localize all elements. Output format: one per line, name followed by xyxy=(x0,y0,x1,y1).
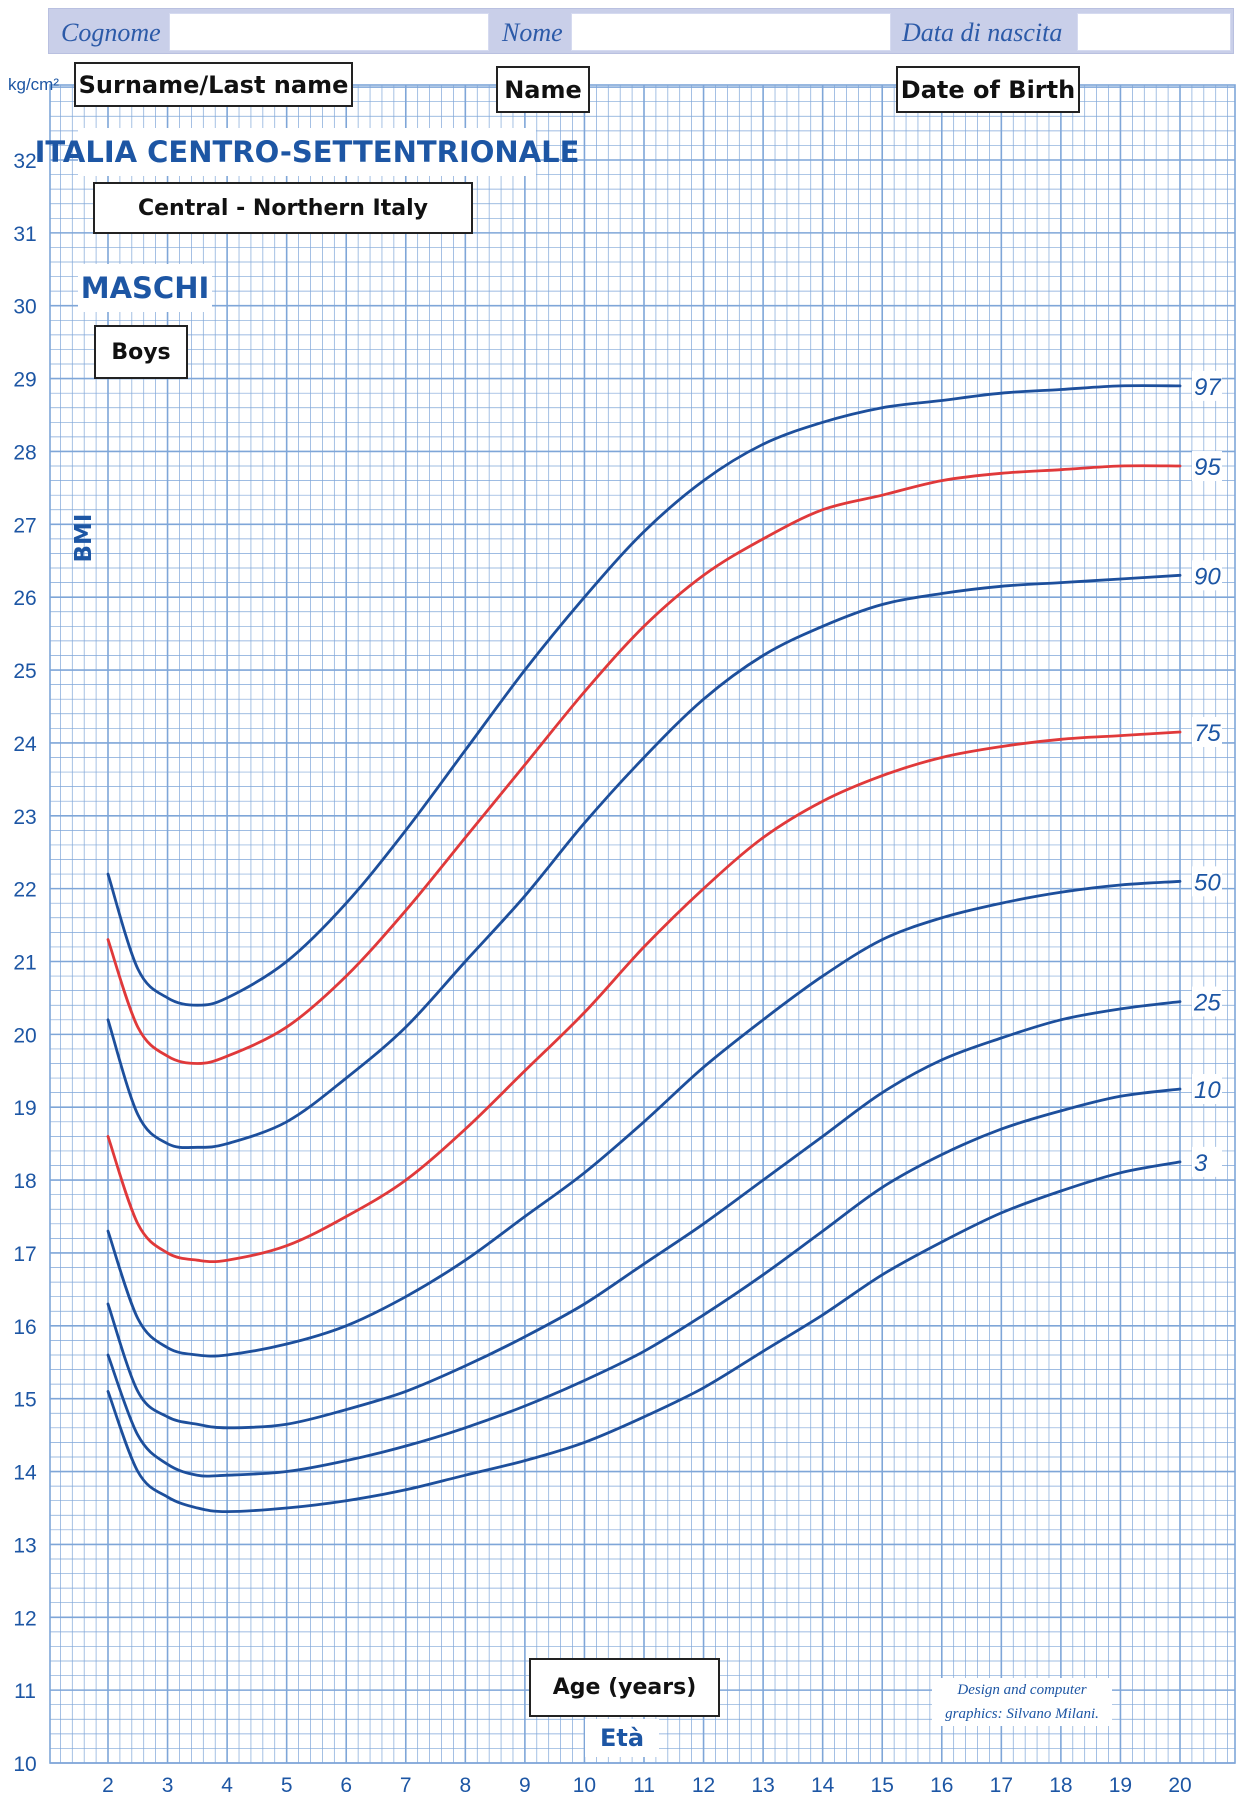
percentile-label-bg xyxy=(1192,451,1222,482)
y-tick-labels: 10 11 12 13 14 15 16 17 18 19 20 21 22 23 24 25 26 27 28 29… xyxy=(13,150,37,1776)
x-tick-label: 6 xyxy=(340,1774,352,1796)
y-tick-label: 20 xyxy=(13,1024,36,1047)
design-credit: Design and computer graphics: Silvano Mi… xyxy=(932,1678,1112,1726)
y-tick-label: 11 xyxy=(14,1680,36,1703)
percentile-labels: 97 95 90 75 50 25 10 3 xyxy=(1192,370,1222,1177)
percentile-label-25: 25 xyxy=(1193,990,1221,1017)
surname-field[interactable] xyxy=(169,13,489,51)
x-tick-label: 12 xyxy=(692,1774,715,1796)
percentile-label-bg xyxy=(1192,1146,1222,1177)
percentile-curve-90 xyxy=(106,573,1182,1149)
x-axis-label: Età xyxy=(585,1719,659,1757)
y-tick-label: 29 xyxy=(13,369,36,392)
x-tick-label: 18 xyxy=(1049,1774,1072,1796)
sex-translation: Boys xyxy=(94,325,188,379)
x-axis-translation: Age (years) xyxy=(529,1658,720,1717)
x-tick-label: 16 xyxy=(930,1774,953,1796)
percentile-label-10: 10 xyxy=(1194,1077,1221,1104)
y-tick-label: 15 xyxy=(13,1389,36,1412)
x-tick-label: 10 xyxy=(573,1774,596,1796)
y-tick-label: 30 xyxy=(13,296,36,319)
y-tick-label: 19 xyxy=(13,1097,36,1120)
y-tick-label: 13 xyxy=(13,1534,36,1557)
x-tick-labels: 2 3 4 5 6 7 8 9 10 11 12 13 14 15 16 17 18 19 20 xyxy=(102,1774,1192,1796)
x-tick-label: 13 xyxy=(751,1774,774,1796)
dob-field[interactable] xyxy=(1077,13,1231,51)
x-tick-label: 17 xyxy=(990,1774,1013,1796)
y-axis-label: BMI xyxy=(71,514,97,563)
y-tick-label: 32 xyxy=(13,150,36,173)
percentile-curves xyxy=(106,384,1182,1514)
x-tick-label: 4 xyxy=(221,1774,233,1796)
percentile-curve-3 xyxy=(106,1160,1182,1514)
y-tick-label: 23 xyxy=(13,806,36,829)
percentile-label-50: 50 xyxy=(1194,869,1221,896)
x-tick-label: 5 xyxy=(281,1774,293,1796)
y-tick-label: 14 xyxy=(13,1462,37,1485)
credit-line-1: Design and computer xyxy=(957,1682,1087,1698)
y-tick-label: 27 xyxy=(13,514,36,537)
x-tick-label: 2 xyxy=(102,1774,114,1796)
y-tick-label: 31 xyxy=(13,223,36,246)
x-tick-label: 15 xyxy=(871,1774,894,1796)
x-tick-label: 14 xyxy=(811,1774,835,1796)
percentile-label-95: 95 xyxy=(1194,454,1221,481)
percentile-label-bg xyxy=(1192,716,1222,747)
percentile-label-bg xyxy=(1192,560,1222,591)
credit-line-2: graphics: Silvano Milani. xyxy=(945,1706,1099,1722)
percentile-label-97: 97 xyxy=(1194,374,1222,401)
percentile-label-3: 3 xyxy=(1194,1150,1208,1177)
y-tick-label: 24 xyxy=(13,733,37,756)
x-tick-label: 9 xyxy=(519,1774,531,1796)
name-field[interactable] xyxy=(571,13,891,51)
region-title: ITALIA CENTRO-SETTENTRIONALE xyxy=(35,128,579,176)
x-tick-label: 19 xyxy=(1109,1774,1132,1796)
y-tick-label: 21 xyxy=(13,952,36,975)
name-label: Nome xyxy=(502,18,563,47)
y-tick-label: 16 xyxy=(13,1316,36,1339)
y-tick-label: 18 xyxy=(13,1170,36,1193)
x-tick-label: 3 xyxy=(162,1774,174,1796)
plot-frame xyxy=(49,84,1236,1764)
y-tick-label: 17 xyxy=(13,1243,36,1266)
dob-label: Data di nascita xyxy=(902,18,1063,47)
y-tick-label: 28 xyxy=(13,441,36,464)
percentile-label-bg xyxy=(1192,1074,1222,1105)
percentile-curve-25 xyxy=(106,1000,1182,1430)
percentile-curve-95 xyxy=(106,464,1182,1065)
patient-header: Cognome Nome Data di nascita xyxy=(48,8,1234,54)
percentile-label-bg xyxy=(1192,866,1222,897)
y-tick-label: 10 xyxy=(13,1753,36,1776)
percentile-label-bg xyxy=(1192,370,1222,401)
percentile-label-75: 75 xyxy=(1194,720,1221,747)
percentile-label-90: 90 xyxy=(1194,563,1221,590)
y-tick-label: 22 xyxy=(13,879,36,902)
x-tick-label: 7 xyxy=(400,1774,412,1796)
x-tick-label: 8 xyxy=(459,1774,471,1796)
percentile-curve-10 xyxy=(106,1087,1182,1478)
surname-label: Cognome xyxy=(61,18,161,47)
y-tick-label: 12 xyxy=(13,1607,36,1630)
sex-title: MASCHI xyxy=(78,264,212,312)
percentile-curve-50 xyxy=(106,879,1182,1358)
y-tick-label: 26 xyxy=(13,587,36,610)
percentile-curve-97 xyxy=(106,384,1182,1007)
y-unit-label: kg/cm² xyxy=(8,75,59,94)
percentile-curve-75 xyxy=(106,730,1182,1264)
percentile-label-bg xyxy=(1192,986,1222,1017)
name-translation: Name xyxy=(496,66,590,113)
y-tick-label: 25 xyxy=(13,660,36,683)
x-tick-label: 20 xyxy=(1168,1774,1191,1796)
surname-translation: Surname/Last name xyxy=(74,62,353,107)
x-tick-label: 11 xyxy=(633,1774,655,1796)
region-translation: Central - Northern Italy xyxy=(93,182,473,234)
dob-translation: Date of Birth xyxy=(896,66,1080,113)
